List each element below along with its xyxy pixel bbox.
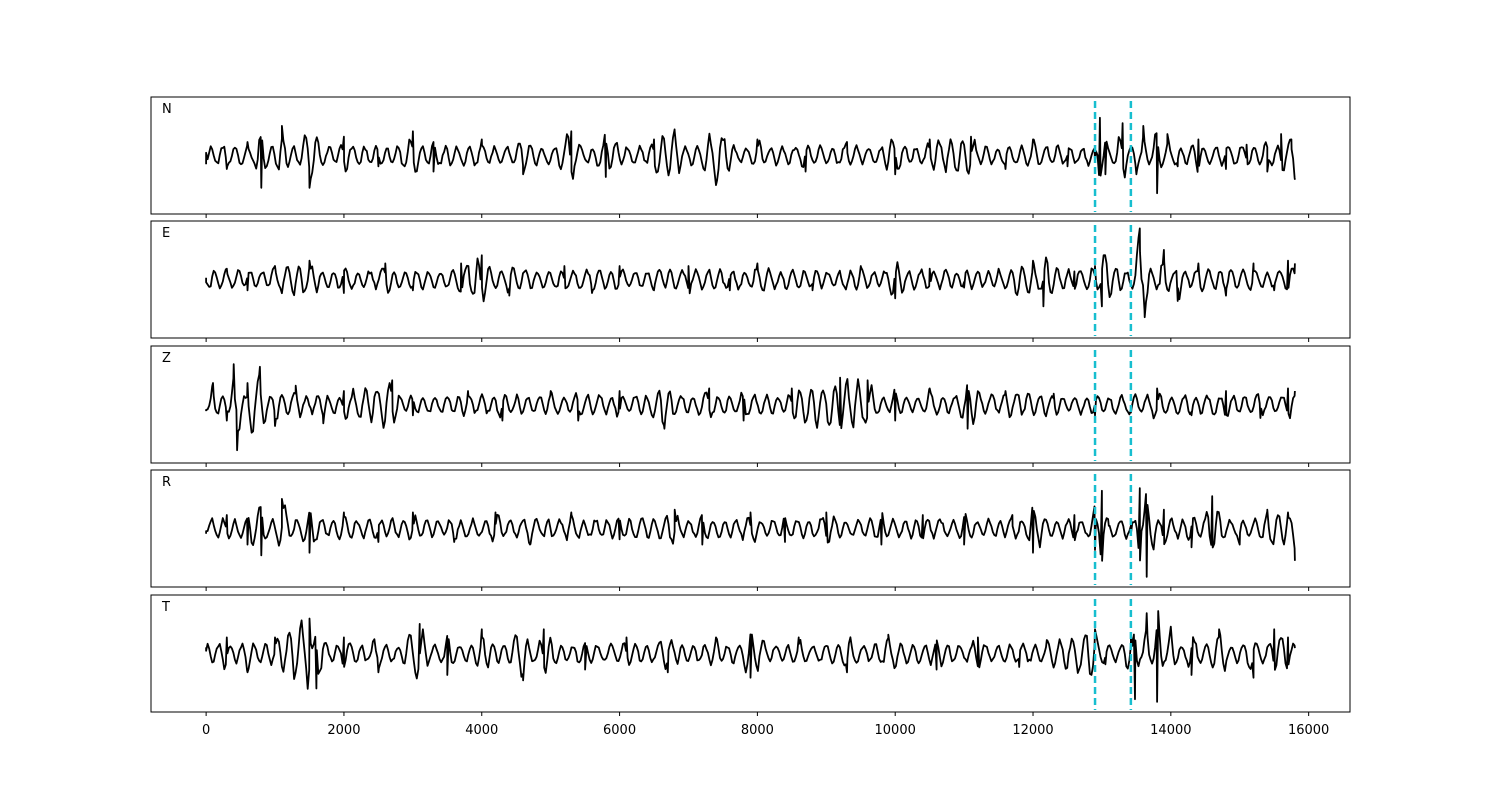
panel-label: Z bbox=[162, 351, 171, 366]
x-tick-label: 8000 bbox=[741, 723, 774, 738]
x-tick-label: 2000 bbox=[327, 723, 360, 738]
x-axis: 0 2000 4000 6000 8000 10000 12000 14000 16000 bbox=[202, 723, 1329, 738]
panel-e: E bbox=[150, 220, 1351, 342]
panel-frame bbox=[150, 220, 1351, 339]
panel-t: T bbox=[150, 594, 1351, 716]
trace-line-t bbox=[205, 610, 1296, 703]
panel-n: N bbox=[150, 96, 1351, 218]
x-tick-label: 4000 bbox=[465, 723, 498, 738]
panel-label: E bbox=[162, 226, 170, 241]
x-tick-label: 12000 bbox=[1012, 723, 1053, 738]
x-tick-label: 0 bbox=[202, 723, 210, 738]
panel-z: Z bbox=[150, 345, 1351, 467]
trace-line-e bbox=[205, 227, 1296, 319]
trace-line-z bbox=[205, 363, 1296, 452]
panel-label: N bbox=[162, 102, 172, 117]
panel-r: R bbox=[150, 469, 1351, 591]
panel-label: T bbox=[161, 600, 170, 615]
x-tick-label: 14000 bbox=[1150, 723, 1191, 738]
trace-line-n bbox=[205, 116, 1296, 195]
trace-panels: N E Z R T bbox=[150, 96, 1351, 716]
panel-label: R bbox=[162, 475, 171, 490]
x-tick-label: 16000 bbox=[1288, 723, 1329, 738]
x-tick-label: 6000 bbox=[603, 723, 636, 738]
x-tick-label: 10000 bbox=[875, 723, 916, 738]
trace-line-r bbox=[205, 487, 1296, 578]
